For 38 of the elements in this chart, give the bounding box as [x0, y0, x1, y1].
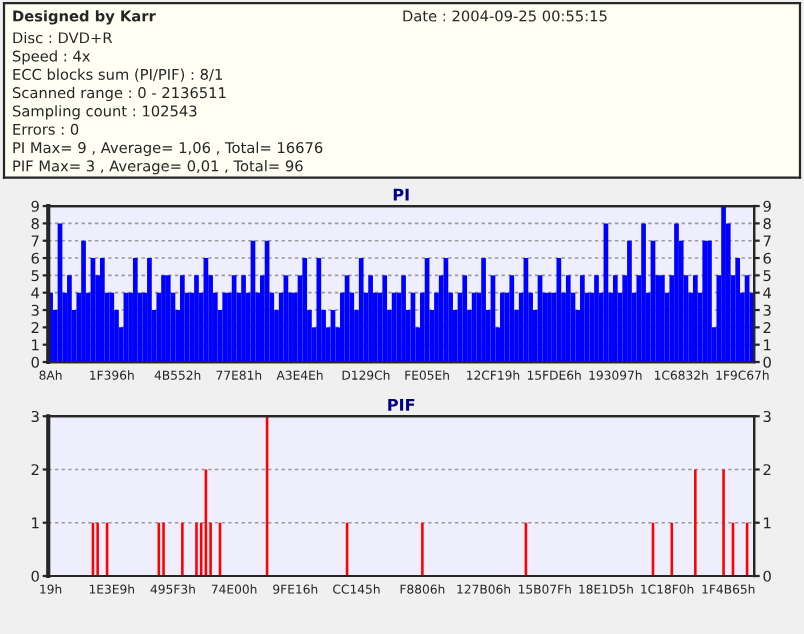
bar	[316, 258, 322, 363]
bar	[702, 240, 708, 363]
bar	[500, 292, 505, 363]
bar	[692, 275, 698, 363]
bar	[674, 223, 679, 363]
bar	[180, 275, 185, 363]
bar	[147, 258, 152, 363]
bar	[302, 258, 308, 363]
bar	[161, 275, 166, 363]
bar	[132, 258, 138, 363]
bar	[721, 206, 726, 363]
chart-title: PIF	[388, 398, 415, 411]
bar	[67, 275, 72, 363]
bar	[735, 258, 741, 363]
bar	[707, 240, 712, 363]
bar	[641, 223, 646, 363]
bar	[358, 258, 364, 363]
bar	[100, 258, 105, 363]
bar	[368, 275, 373, 363]
bar	[556, 258, 562, 363]
bar	[565, 275, 571, 363]
bar	[81, 240, 86, 363]
bar	[241, 275, 246, 363]
bar	[382, 275, 388, 363]
bar	[165, 275, 171, 363]
bar	[627, 240, 632, 363]
bar	[547, 292, 552, 363]
bar	[612, 275, 618, 363]
bar	[509, 275, 515, 363]
bar	[194, 275, 199, 363]
bar	[580, 275, 585, 363]
bar	[401, 275, 406, 363]
bar	[109, 292, 115, 363]
bar	[660, 275, 665, 363]
chart-title: PI	[393, 188, 409, 201]
bar	[222, 292, 228, 363]
bar	[481, 258, 486, 363]
bar	[462, 275, 468, 363]
